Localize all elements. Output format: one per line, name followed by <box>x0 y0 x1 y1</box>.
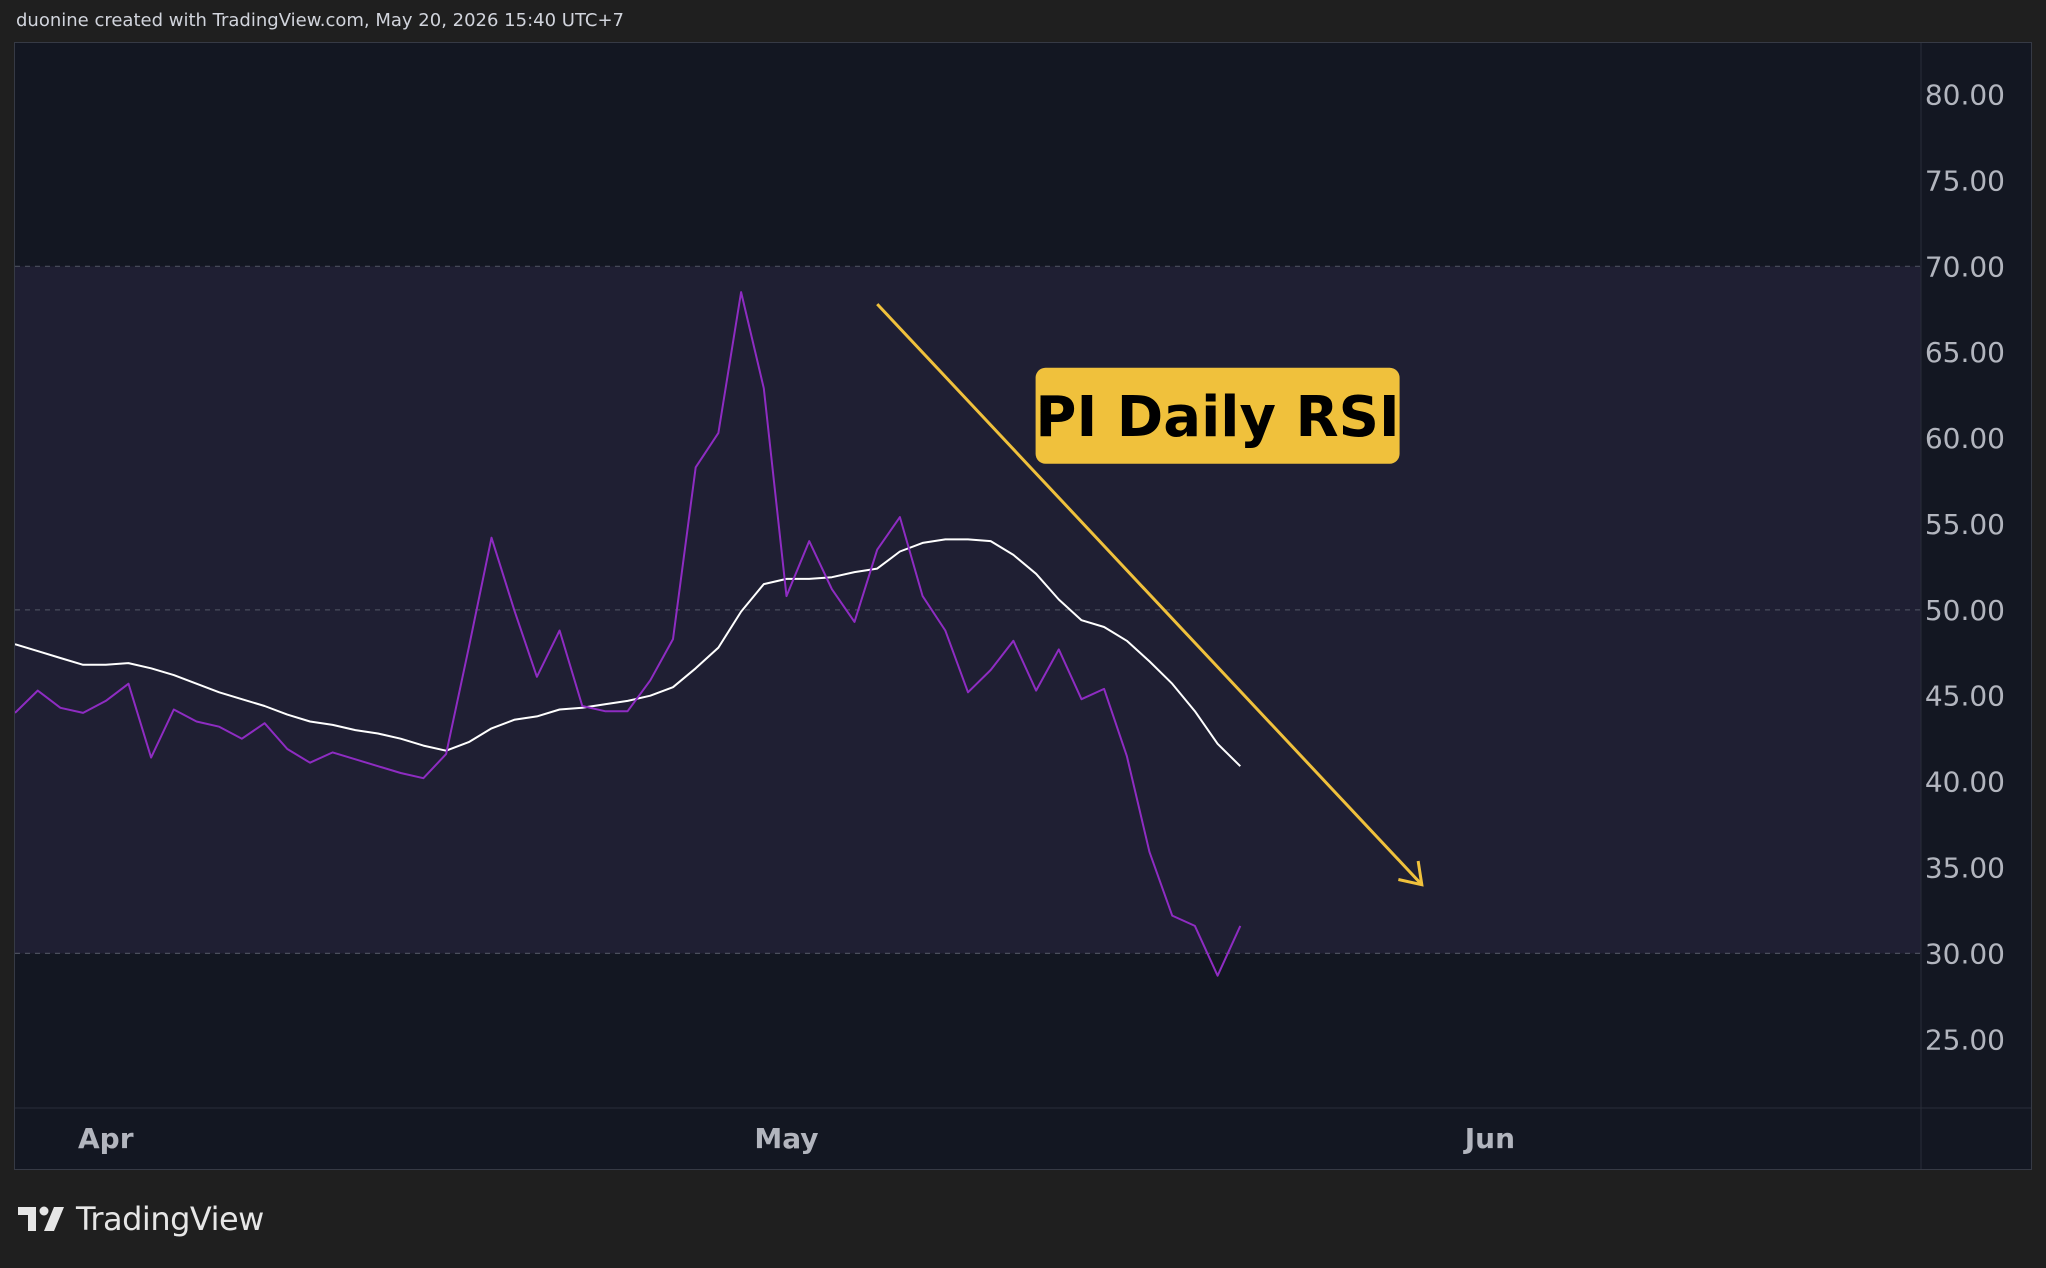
y-tick-label: 70.00 <box>1925 250 2005 283</box>
x-axis[interactable]: Apr May Jun <box>15 1107 2031 1155</box>
y-tick-label: 60.00 <box>1925 422 2005 455</box>
y-tick-label: 35.00 <box>1925 852 2005 885</box>
downtrend-arrow[interactable] <box>876 303 1423 886</box>
y-tick-label: 45.00 <box>1925 680 2005 713</box>
y-tick-label: 25.00 <box>1925 1023 2005 1056</box>
y-tick-label: 65.00 <box>1925 336 2005 369</box>
chart-title-badge[interactable] <box>1035 367 1400 464</box>
downtrend-arrow-head <box>1398 860 1424 887</box>
plot-area[interactable] <box>15 43 1921 1108</box>
y-tick-label: 80.00 <box>1925 79 2005 112</box>
x-tick-label: Jun <box>1463 1122 1515 1155</box>
y-tick-label: 75.00 <box>1925 164 2005 197</box>
rsi-ma-line[interactable] <box>15 291 1242 977</box>
y-tick-label: 40.00 <box>1925 766 2005 799</box>
x-tick-label: May <box>754 1122 818 1155</box>
rsi-line[interactable] <box>15 538 1242 767</box>
y-axis[interactable]: 80.00 75.00 70.00 65.00 60.00 55.00 50.00 45.00… <box>1920 43 2005 1169</box>
chart-title: PI Daily RSI <box>1035 385 1399 450</box>
chart-frame[interactable]: 80.00 75.00 70.00 65.00 60.00 55.00 50.00 45.00… <box>14 42 2032 1170</box>
tradingview-brand-text: TradingView <box>76 1200 264 1238</box>
tradingview-logo[interactable]: TradingView <box>18 1200 264 1238</box>
y-tick-label: 30.00 <box>1925 937 2005 970</box>
x-tick-label: Apr <box>78 1122 134 1155</box>
chart-attribution: duonine created with TradingView.com, Ma… <box>16 10 624 31</box>
chart-annotations: PI Daily RSI <box>876 303 1424 887</box>
y-tick-label: 50.00 <box>1925 594 2005 627</box>
tradingview-logo-icon <box>18 1206 64 1231</box>
rsi-chart[interactable]: 80.00 75.00 70.00 65.00 60.00 55.00 50.00 45.00… <box>15 43 2031 1169</box>
y-tick-label: 55.00 <box>1925 508 2005 541</box>
